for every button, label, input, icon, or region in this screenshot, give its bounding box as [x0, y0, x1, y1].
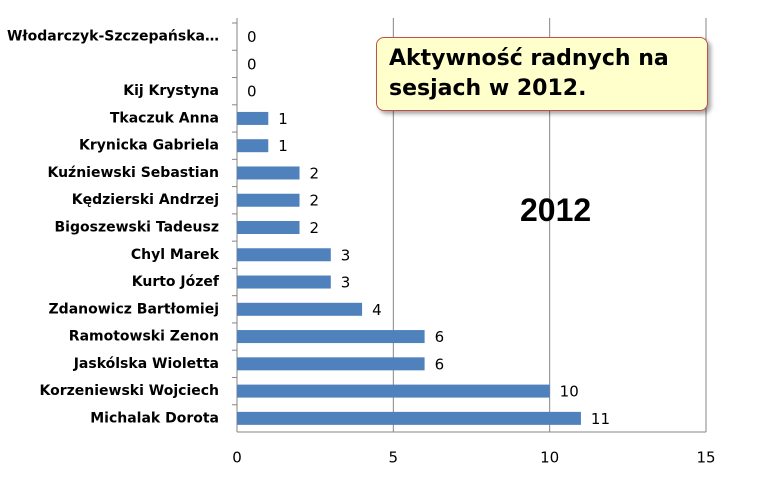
y-tick-label: Bigoszewski Tadeusz — [55, 220, 220, 236]
value-label: 11 — [591, 410, 610, 428]
chart-title: Aktywność radnych na sesjach w 2012. — [376, 37, 708, 111]
x-tick-label: 15 — [696, 449, 715, 467]
y-tick-label: Zdanowicz Bartłomiej — [49, 301, 219, 317]
x-tick-label: 5 — [389, 449, 399, 467]
x-tick-label: 0 — [232, 449, 242, 467]
y-tick-label: Ramotowski Zenon — [69, 329, 219, 345]
value-label: 3 — [341, 246, 351, 264]
y-tick-label: Kędzierski Andrzej — [72, 192, 219, 208]
y-tick-label: Kij Krystyna — [123, 83, 219, 99]
y-tick-label: Tkaczuk Anna — [110, 110, 219, 126]
y-tick-label: Korzeniewski Wojciech — [40, 383, 220, 399]
y-tick-label: Włodarczyk-Szczepańska… — [7, 29, 219, 45]
value-label: 1 — [278, 110, 288, 128]
y-tick-label: Krynicka Gabriela — [79, 138, 219, 154]
y-tick-label: Kurto Józef — [132, 274, 220, 290]
bar — [237, 193, 300, 207]
y-tick-label: Michalak Dorota — [90, 410, 219, 426]
y-tick-label: Kuźniewski Sebastian — [47, 165, 219, 181]
value-label: 6 — [435, 355, 445, 373]
bar — [237, 139, 269, 153]
value-label: 6 — [435, 328, 445, 346]
bar — [237, 357, 425, 371]
value-label: 0 — [247, 55, 257, 73]
bar — [237, 221, 300, 234]
value-label: 10 — [560, 383, 579, 401]
bar — [237, 384, 550, 398]
value-label: 0 — [247, 28, 257, 46]
x-tick-label: 10 — [540, 449, 559, 467]
y-tick-label: Jaskólska Wioletta — [73, 356, 219, 372]
bar — [237, 111, 269, 125]
value-label: 1 — [278, 137, 288, 155]
y-tick-label: Chyl Marek — [131, 247, 220, 263]
value-label: 2 — [310, 192, 320, 210]
value-label: 0 — [247, 83, 257, 101]
value-label: 4 — [372, 301, 382, 319]
bar — [237, 330, 425, 344]
value-label: 3 — [341, 274, 351, 292]
bar — [237, 275, 331, 289]
annotation: 2012 — [520, 192, 592, 228]
value-label: 2 — [310, 219, 320, 237]
bar — [237, 302, 363, 316]
value-label: 2 — [310, 164, 320, 182]
bar — [237, 411, 581, 425]
bar — [237, 166, 300, 180]
bar — [237, 248, 331, 262]
